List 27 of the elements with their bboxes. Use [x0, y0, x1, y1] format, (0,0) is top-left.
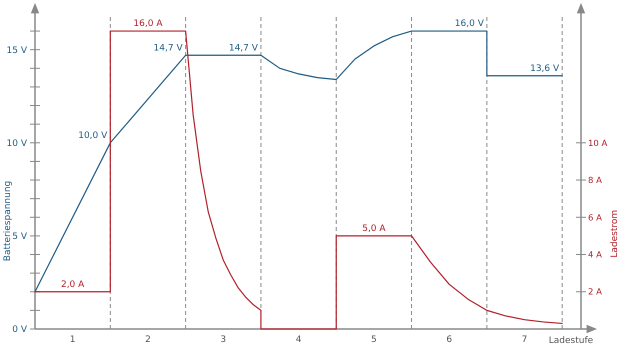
- annotation: 10,0 V: [78, 130, 108, 141]
- y2-tick-label: 2 A: [588, 288, 602, 298]
- y-tick-label: 15 V: [6, 46, 28, 56]
- annotation: 2,0 A: [60, 280, 86, 290]
- y2-tick-label: 4 A: [588, 250, 602, 260]
- x-tick-label: 3: [220, 335, 226, 345]
- annotation: 16,0 A: [133, 19, 164, 30]
- y-tick-label: 5 V: [12, 232, 28, 242]
- y2-tick-label: 10 A: [588, 138, 608, 149]
- x-tick-label: 4: [296, 335, 302, 345]
- annotation: 13,6 V: [530, 64, 560, 74]
- annotation: 14,7 V: [228, 43, 259, 54]
- y-axis-title: Batteriespannung: [3, 180, 13, 262]
- y2-tick-label: 8 A: [588, 176, 602, 186]
- x-tick-label: 6: [446, 335, 452, 345]
- x-tick-label: 1: [70, 335, 76, 345]
- y-tick-label: 10 V: [6, 138, 28, 149]
- x-tick-label: 7: [522, 335, 528, 345]
- x-axis-title: Ladestufe: [548, 336, 594, 346]
- annotation: 16,0 V: [454, 19, 485, 30]
- y2-tick-label: 6 A: [588, 213, 602, 224]
- y-tick-label: 0 V: [12, 325, 28, 336]
- annotation: 5,0 A: [362, 224, 386, 234]
- x-tick-label: 2: [145, 335, 151, 345]
- x-tick-label: 5: [371, 335, 377, 345]
- annotation: 14,7 V: [154, 43, 184, 54]
- y2-axis-title: Ladestrom: [610, 210, 620, 258]
